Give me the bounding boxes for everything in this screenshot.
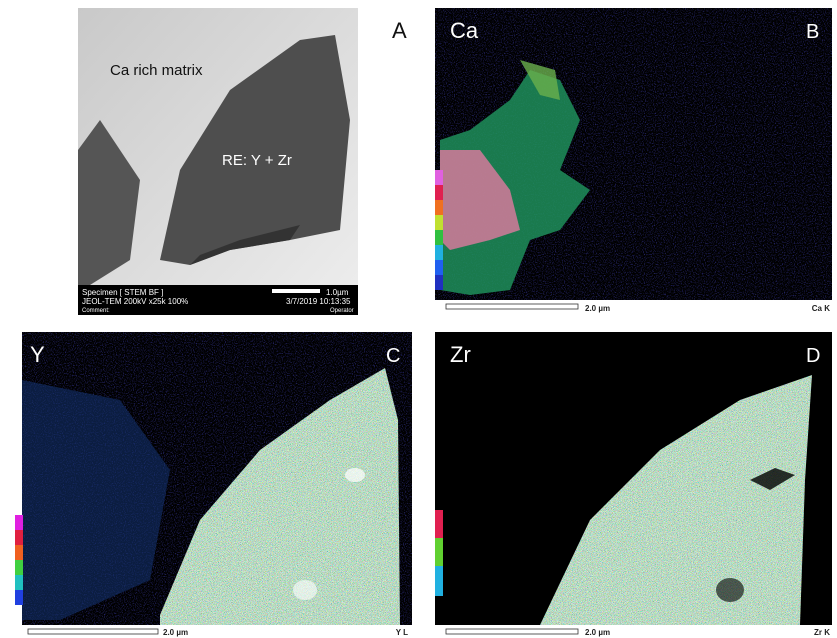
info-text: JEOL-TEM 200kV x25k 100% — [82, 297, 188, 306]
figure: Ca rich matrix RE: Y + Zr Specimen [ STE… — [0, 0, 837, 638]
annotation: Ca rich matrix — [110, 62, 203, 79]
color-scale — [15, 515, 23, 605]
color-scale — [435, 170, 443, 290]
pore — [716, 578, 744, 602]
scale-bar — [446, 629, 578, 634]
panel-c: Y C 2.0 µm Y L — [15, 332, 412, 637]
scale-label: 1.0µm — [326, 288, 349, 297]
page: {"panel_a": {"letter": "A", "annotations… — [0, 0, 837, 638]
line-label: Y L — [396, 628, 408, 637]
scale-bar — [272, 289, 320, 293]
scale-label: 2.0 µm — [163, 628, 188, 637]
line-label: Zr K — [814, 628, 830, 637]
annotation: RE: Y + Zr — [222, 152, 292, 169]
info-text: Operator — [330, 308, 354, 314]
panel-letter: A — [392, 18, 407, 43]
hotspot — [345, 468, 365, 482]
panel-a: Ca rich matrix RE: Y + Zr Specimen [ STE… — [78, 8, 407, 315]
hotspot — [293, 580, 317, 600]
element-label: Ca — [450, 18, 479, 43]
color-scale — [435, 510, 443, 596]
info-text: Comment: — [82, 308, 110, 314]
line-label: Ca K — [812, 304, 830, 313]
element-label: Zr — [450, 342, 471, 367]
scale-label: 2.0 µm — [585, 628, 610, 637]
info-text: 3/7/2019 10:13:35 — [286, 297, 351, 306]
panel-b: Ca B 2.0 µm Ca K — [435, 8, 832, 313]
panel-letter: C — [386, 345, 400, 367]
info-text: Specimen [ STEM BF ] — [82, 288, 163, 297]
panel-d: Zr D 2.0 µm Zr K — [435, 332, 832, 637]
element-label: Y — [30, 342, 45, 367]
scale-label: 2.0 µm — [585, 304, 610, 313]
scale-bar — [28, 629, 158, 634]
panel-letter: D — [806, 345, 820, 367]
scale-bar — [446, 304, 578, 309]
panel-letter: B — [806, 21, 819, 43]
